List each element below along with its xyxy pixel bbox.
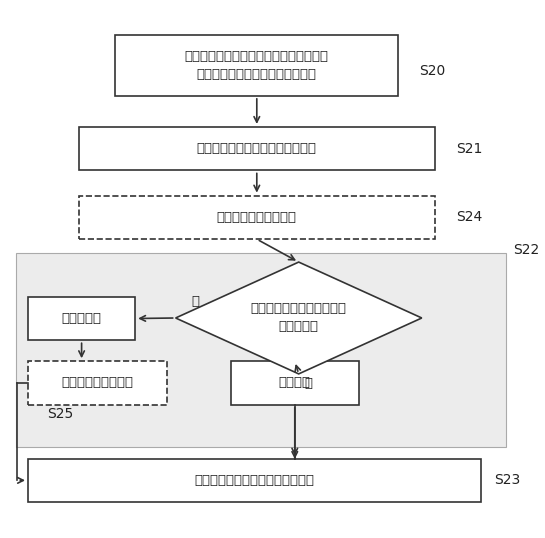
FancyBboxPatch shape <box>28 296 135 341</box>
Text: S23: S23 <box>494 473 520 487</box>
Text: S25: S25 <box>47 407 74 421</box>
Text: S22: S22 <box>513 243 540 257</box>
FancyBboxPatch shape <box>78 195 435 239</box>
Text: S24: S24 <box>456 210 482 224</box>
FancyBboxPatch shape <box>16 253 506 448</box>
FancyBboxPatch shape <box>28 361 167 405</box>
Text: S20: S20 <box>419 64 445 78</box>
Polygon shape <box>175 262 422 374</box>
Text: 记录载具为一次发动: 记录载具为一次发动 <box>62 377 134 390</box>
Text: 否: 否 <box>304 377 312 390</box>
Text: 在终端的使用者介面显示电压信息: 在终端的使用者介面显示电压信息 <box>195 474 314 487</box>
Text: 发电机模式: 发电机模式 <box>62 312 101 325</box>
Text: 将感测装置电性连结在载具的车用电池，
用以测量车用电池的多个电压信息: 将感测装置电性连结在载具的车用电池， 用以测量车用电池的多个电压信息 <box>185 50 329 81</box>
Text: 利用终端记录电压信息: 利用终端记录电压信息 <box>217 211 297 224</box>
FancyBboxPatch shape <box>116 35 398 96</box>
Text: 是: 是 <box>191 295 199 308</box>
Text: 利用终端自感测装置接收电压信息: 利用终端自感测装置接收电压信息 <box>197 142 317 155</box>
FancyBboxPatch shape <box>231 361 359 405</box>
Text: 量测电压信息的电压值是否
高过门槛值: 量测电压信息的电压值是否 高过门槛值 <box>251 302 347 334</box>
Text: S21: S21 <box>456 141 482 155</box>
FancyBboxPatch shape <box>28 458 481 502</box>
FancyBboxPatch shape <box>78 127 435 171</box>
Text: 电池模式: 电池模式 <box>279 377 311 390</box>
